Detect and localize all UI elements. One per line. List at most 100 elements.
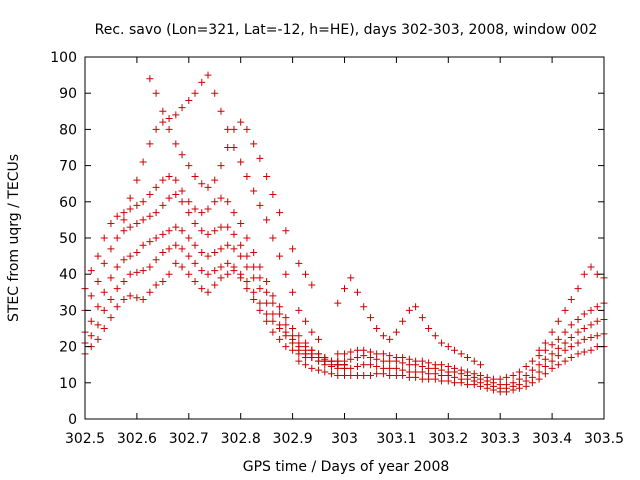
data-point [107,245,115,253]
data-point [165,115,173,123]
data-point [87,332,95,340]
data-point [185,198,193,206]
data-point [217,245,225,253]
data-point [353,353,361,361]
data-point [528,373,536,381]
data-point [178,245,186,253]
data-point [399,317,407,325]
data-point [146,238,154,246]
data-point [341,372,348,380]
data-point [165,172,173,180]
data-point [204,183,212,191]
data-point [464,353,472,361]
data-point [263,310,271,318]
data-point [276,303,284,311]
data-point [172,140,180,148]
data-point [172,191,180,199]
data-point [185,270,193,278]
data-point [139,296,147,304]
data-point [178,151,186,159]
data-point [120,296,128,304]
data-point [269,328,277,336]
data-point [191,220,199,228]
data-point [185,96,193,104]
data-point [100,325,108,332]
data-point [224,144,232,151]
data-point [263,172,271,180]
data-point [535,346,543,354]
data-point [269,191,277,199]
data-point [541,346,549,354]
data-point [386,364,394,372]
data-point [405,355,413,363]
data-point [353,363,361,371]
data-point [289,245,297,253]
data-point [535,361,543,369]
data-point [308,353,316,361]
axes: 302.5 302.6 302.7 302.8 302.9 303 303.1 303.2 30… [50,50,624,447]
data-point [282,321,290,329]
data-point [334,299,342,307]
data-point [366,372,374,380]
data-point [347,274,355,282]
data-point [289,288,297,296]
data-point [308,328,316,336]
data-point [554,352,562,360]
data-point [204,230,212,238]
data-point [561,306,569,314]
data-point [379,357,387,365]
data-point [120,227,128,235]
data-point [217,223,225,231]
data-point [256,154,264,162]
data-point [146,191,154,199]
data-point [541,339,549,347]
data-point [515,368,523,376]
data-point [341,285,348,293]
data-point [107,274,115,282]
data-point [580,310,588,318]
data-point [185,234,193,242]
data-point [302,350,310,358]
data-point [107,220,115,228]
data-point [392,364,400,372]
data-point [256,201,264,209]
data-point [321,355,329,363]
data-point [308,281,316,289]
data-point [315,353,323,361]
data-point [100,259,108,267]
data-point [178,198,186,206]
x-tick-label: 302.7 [169,431,209,447]
data-point [561,357,569,365]
data-point [347,364,355,372]
data-point [360,361,368,369]
data-point [295,306,303,314]
data-point [386,372,394,380]
data-point [418,314,426,322]
data-point [230,263,238,271]
data-point [541,363,549,371]
data-point [243,234,251,242]
data-point [237,270,245,278]
data-point [185,162,193,170]
x-tick-label: 302.5 [65,431,105,447]
data-point [496,375,504,383]
data-point [172,241,180,249]
data-point [159,107,167,115]
data-point [224,223,232,231]
data-point [113,303,121,311]
data-point [399,353,407,361]
x-tick-label: 302.8 [221,431,261,447]
data-point [315,335,323,343]
x-tick-label: 303.1 [376,431,416,447]
data-point [113,212,121,220]
data-point [341,350,348,358]
data-point [126,292,134,300]
data-point [133,294,141,302]
data-point [250,140,258,148]
data-point [457,366,465,374]
data-point [334,372,342,380]
data-point [587,321,595,329]
data-point [587,306,595,314]
